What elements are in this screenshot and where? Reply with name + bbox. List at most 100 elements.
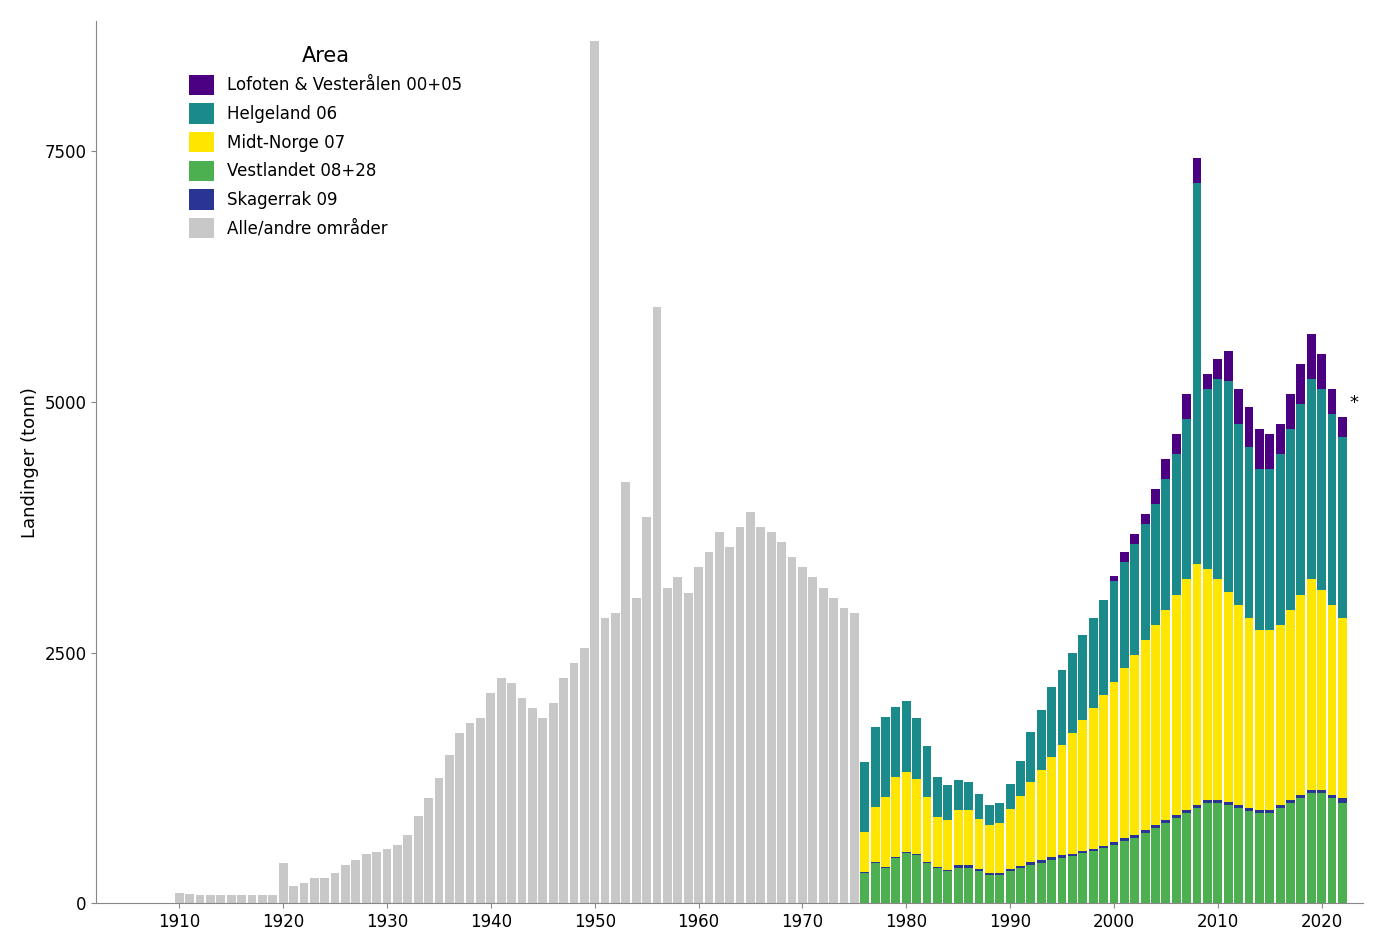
Bar: [310, 879, 318, 903]
Bar: [891, 859, 900, 903]
Bar: [891, 858, 900, 859]
Bar: [185, 894, 194, 903]
Bar: [1120, 552, 1129, 563]
Bar: [1255, 810, 1264, 813]
Bar: [1193, 808, 1201, 903]
Bar: [1306, 334, 1316, 379]
Bar: [455, 733, 464, 903]
Bar: [1297, 404, 1305, 595]
Bar: [1203, 374, 1212, 389]
Bar: [1244, 811, 1254, 903]
Bar: [674, 578, 682, 903]
Bar: [340, 865, 350, 903]
Bar: [882, 717, 890, 797]
Bar: [861, 832, 869, 872]
Bar: [570, 663, 579, 903]
Bar: [1172, 434, 1181, 454]
Bar: [331, 873, 339, 903]
Bar: [1255, 429, 1264, 469]
Bar: [1131, 835, 1139, 839]
Bar: [1131, 839, 1139, 903]
Bar: [912, 779, 920, 854]
Bar: [965, 783, 973, 810]
Bar: [352, 861, 360, 903]
Bar: [403, 835, 412, 903]
Bar: [1089, 851, 1098, 903]
Bar: [871, 807, 879, 863]
Bar: [1244, 407, 1254, 447]
Bar: [1110, 845, 1118, 903]
Bar: [985, 805, 994, 825]
Bar: [486, 693, 495, 903]
Bar: [1089, 849, 1098, 851]
Bar: [1099, 845, 1109, 848]
Bar: [1037, 710, 1046, 770]
Bar: [1016, 868, 1026, 903]
Bar: [1037, 770, 1046, 861]
Bar: [1203, 569, 1212, 800]
Bar: [965, 865, 973, 868]
Bar: [1078, 635, 1088, 721]
Bar: [1327, 605, 1337, 795]
Bar: [1099, 848, 1109, 903]
Bar: [944, 870, 952, 871]
Bar: [1182, 810, 1192, 813]
Bar: [912, 719, 920, 779]
Bar: [954, 865, 963, 868]
Bar: [819, 587, 828, 903]
Bar: [1172, 454, 1181, 595]
Bar: [1140, 640, 1150, 830]
Bar: [1048, 757, 1056, 858]
Bar: [933, 817, 941, 867]
Bar: [985, 825, 994, 873]
Bar: [1120, 563, 1129, 667]
Bar: [1193, 565, 1201, 805]
Bar: [497, 678, 505, 903]
Bar: [1182, 580, 1192, 810]
Bar: [954, 810, 963, 865]
Bar: [861, 873, 869, 903]
Bar: [1027, 863, 1035, 865]
Bar: [1193, 158, 1201, 184]
Bar: [808, 578, 817, 903]
Bar: [1286, 803, 1295, 903]
Bar: [891, 777, 900, 858]
Bar: [1027, 732, 1035, 783]
Bar: [1286, 394, 1295, 429]
Bar: [1265, 434, 1275, 469]
Bar: [1327, 798, 1337, 903]
Bar: [476, 718, 484, 903]
Bar: [725, 547, 734, 903]
Bar: [974, 794, 984, 819]
Bar: [1140, 514, 1150, 525]
Bar: [1297, 798, 1305, 903]
Bar: [1297, 364, 1305, 404]
Bar: [1110, 577, 1118, 582]
Bar: [1265, 629, 1275, 810]
Bar: [1172, 595, 1181, 815]
Bar: [1244, 808, 1254, 811]
Bar: [1193, 184, 1201, 565]
Bar: [1338, 803, 1347, 903]
Bar: [1161, 609, 1171, 821]
Bar: [1276, 454, 1284, 625]
Bar: [1255, 629, 1264, 810]
Bar: [299, 883, 309, 903]
Bar: [174, 893, 184, 903]
Bar: [1235, 424, 1243, 605]
Bar: [632, 598, 641, 903]
Bar: [653, 307, 662, 903]
Bar: [944, 871, 952, 903]
Bar: [871, 863, 879, 903]
Bar: [1338, 437, 1347, 618]
Bar: [1203, 389, 1212, 569]
Bar: [923, 797, 931, 862]
Bar: [1244, 447, 1254, 618]
Bar: [1140, 833, 1150, 903]
Legend: Lofoten & Vesterålen 00+05, Helgeland 06, Midt-Norge 07, Vestlandet 08+28, Skage: Lofoten & Vesterålen 00+05, Helgeland 06…: [180, 38, 471, 247]
Bar: [1327, 389, 1337, 414]
Bar: [1318, 790, 1326, 793]
Bar: [1327, 414, 1337, 605]
Bar: [882, 867, 890, 868]
Bar: [1214, 800, 1222, 803]
